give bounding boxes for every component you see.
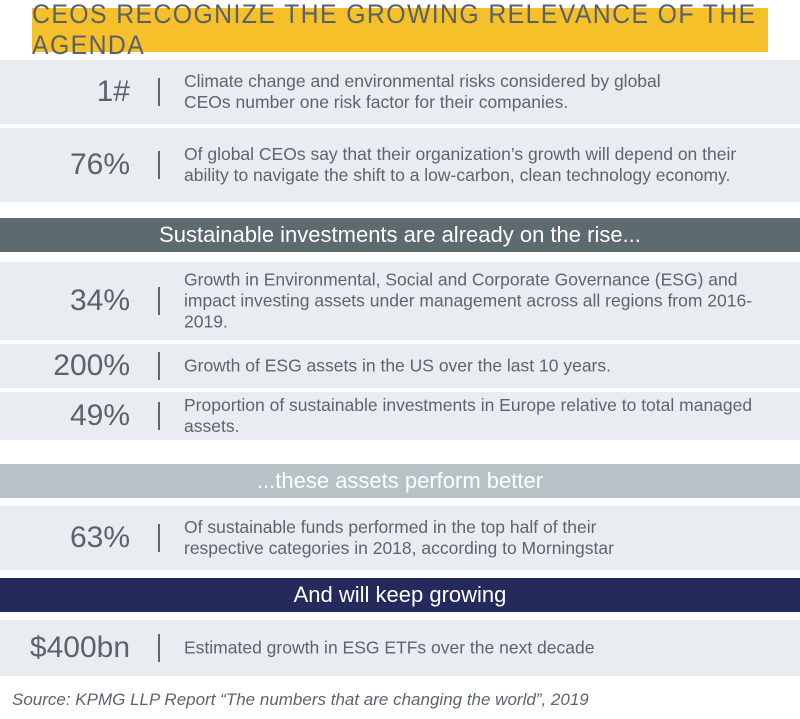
stat-value: 34%	[69, 284, 130, 317]
stat-row-europe: 49% Proportion of sustainable investment…	[0, 392, 800, 440]
stat-description: Of sustainable funds performed in the to…	[184, 517, 614, 558]
stat-value: $400bn	[29, 631, 130, 664]
stat-row-etf: $400bn Estimated growth in ESG ETFs over…	[0, 620, 800, 676]
stat-description: Climate change and environmental risks c…	[184, 71, 661, 112]
stat-description: Estimated growth in ESG ETFs over the ne…	[184, 637, 595, 658]
section-header-performance: ...these assets perform better	[0, 464, 800, 498]
stat-value: 1#	[96, 75, 130, 108]
stat-row-morningstar: 63% Of sustainable funds performed in th…	[0, 506, 800, 570]
section-title: ...these assets perform better	[256, 468, 544, 493]
stat-row-ceo-growth: 76% Of global CEOs say that their organi…	[0, 128, 800, 202]
stat-value: 76%	[69, 148, 130, 181]
divider	[158, 352, 160, 380]
page-title-text: CEOS RECOGNIZE THE GROWING RELEVANCE OF …	[32, 0, 757, 60]
stat-description: Of global CEOs say that their organizati…	[184, 144, 737, 185]
stat-description: Growth in Environmental, Social and Corp…	[184, 269, 753, 332]
section-title: And will keep growing	[293, 582, 507, 607]
divider	[158, 78, 160, 106]
stat-description: Growth of ESG assets in the US over the …	[184, 355, 611, 376]
divider	[158, 287, 160, 315]
section-header-rise: Sustainable investments are already on t…	[0, 218, 800, 252]
stat-row-esg-us: 200% Growth of ESG assets in the US over…	[0, 344, 800, 388]
stat-row-ceo-risk: 1# Climate change and environmental risk…	[0, 60, 800, 124]
page-title: CEOS RECOGNIZE THE GROWING RELEVANCE OF …	[32, 0, 768, 60]
source-note: Source: KPMG LLP Report “The numbers tha…	[12, 690, 589, 709]
stat-description: Proportion of sustainable investments in…	[184, 395, 753, 436]
divider	[158, 634, 160, 662]
stat-value: 63%	[69, 521, 130, 554]
stat-value: 49%	[69, 399, 130, 432]
divider	[158, 524, 160, 552]
section-header-growing: And will keep growing	[0, 578, 800, 612]
stat-row-esg-growth: 34% Growth in Environmental, Social and …	[0, 262, 800, 340]
section-title: Sustainable investments are already on t…	[159, 222, 641, 247]
divider	[158, 151, 160, 179]
stat-value: 200%	[53, 349, 130, 382]
divider	[158, 402, 160, 430]
